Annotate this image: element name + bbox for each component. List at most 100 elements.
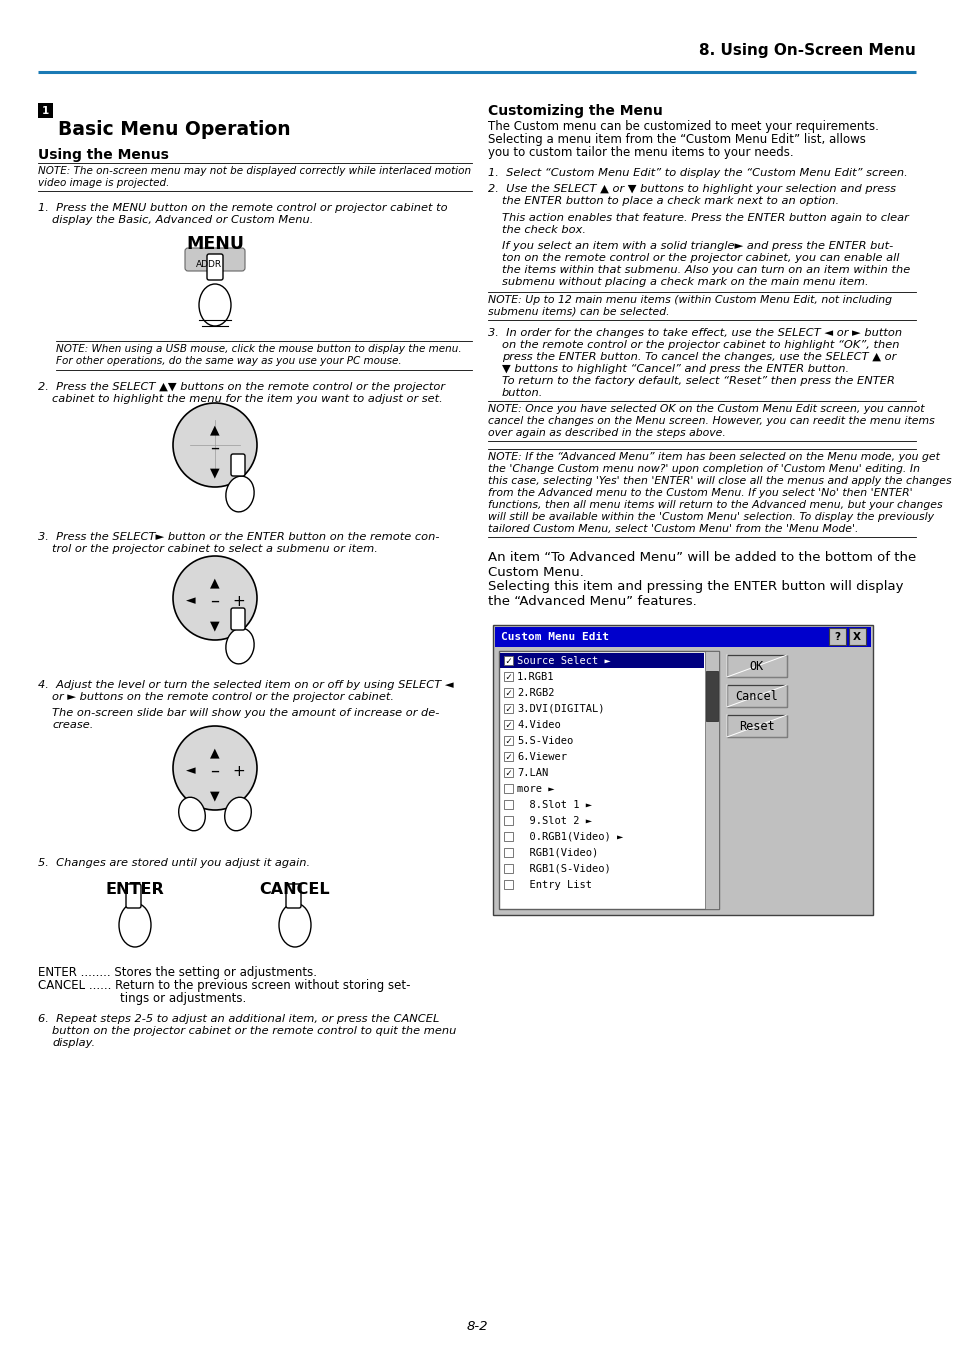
Text: functions, then all menu items will return to the Advanced menu, but your change: functions, then all menu items will retu… [488, 500, 942, 510]
Text: An item “To Advanced Menu” will be added to the bottom of the: An item “To Advanced Menu” will be added… [488, 551, 915, 563]
Text: NOTE: Once you have selected OK on the Custom Menu Edit screen, you cannot: NOTE: Once you have selected OK on the C… [488, 404, 923, 414]
Bar [503, 656, 513, 665]
Text: this case, selecting 'Yes' then 'ENTER' will close all the menus and apply the c: this case, selecting 'Yes' then 'ENTER' … [488, 476, 951, 487]
Text: ✓: ✓ [505, 720, 511, 729]
Bar [499, 652, 703, 669]
Bar [503, 673, 513, 681]
Bar [503, 768, 513, 776]
Text: tings or adjustments.: tings or adjustments. [120, 992, 246, 1006]
Text: ✓: ✓ [505, 704, 511, 713]
Text: 1: 1 [42, 105, 49, 116]
Ellipse shape [119, 903, 151, 948]
Text: Custom Menu Edit: Custom Menu Edit [500, 632, 608, 642]
Text: cancel the changes on the Menu screen. However, you can reedit the menu items: cancel the changes on the Menu screen. H… [488, 417, 934, 426]
Bar [704, 651, 719, 909]
Text: video image is projected.: video image is projected. [38, 178, 170, 187]
Text: more ►: more ► [517, 783, 554, 794]
Text: Basic Menu Operation: Basic Menu Operation [58, 120, 291, 139]
Text: –: – [211, 762, 219, 780]
Text: ▲: ▲ [210, 423, 219, 435]
Text: This action enables that feature. Press the ENTER button again to clear: This action enables that feature. Press … [501, 213, 908, 222]
Text: OK: OK [749, 659, 763, 673]
Text: 3.  Press the SELECT► button or the ENTER button on the remote con-: 3. Press the SELECT► button or the ENTER… [38, 532, 439, 542]
Text: For other operations, do the same way as you use your PC mouse.: For other operations, do the same way as… [56, 356, 401, 367]
Ellipse shape [178, 797, 205, 830]
Text: ENTER ........ Stores the setting or adjustments.: ENTER ........ Stores the setting or adj… [38, 967, 316, 979]
Ellipse shape [199, 284, 231, 326]
Circle shape [172, 403, 256, 487]
Bar [503, 752, 513, 762]
Text: CANCEL: CANCEL [259, 882, 330, 896]
Circle shape [172, 555, 256, 640]
Text: +: + [233, 593, 245, 608]
Text: Custom Menu.: Custom Menu. [488, 566, 583, 580]
Text: CANCEL ...... Return to the previous screen without storing set-: CANCEL ...... Return to the previous scr… [38, 979, 410, 992]
Text: ▼ buttons to highlight “Cancel” and press the ENTER button.: ▼ buttons to highlight “Cancel” and pres… [501, 364, 848, 373]
Bar [503, 816, 513, 825]
Text: button.: button. [501, 388, 543, 398]
Text: ▼: ▼ [210, 619, 219, 632]
Bar [848, 628, 865, 644]
Ellipse shape [225, 797, 251, 830]
Ellipse shape [278, 903, 311, 948]
Text: trol or the projector cabinet to select a submenu or item.: trol or the projector cabinet to select … [52, 545, 377, 554]
Text: ✓: ✓ [505, 736, 511, 745]
Text: The Custom menu can be customized to meet your requirements.: The Custom menu can be customized to mee… [488, 120, 878, 133]
Text: ?: ? [833, 632, 840, 642]
Bar [503, 864, 513, 874]
Text: ✓: ✓ [505, 767, 511, 778]
Text: ✓: ✓ [505, 751, 511, 762]
Text: 3.  In order for the changes to take effect, use the SELECT ◄ or ► button: 3. In order for the changes to take effe… [488, 328, 902, 338]
Text: ▲: ▲ [210, 745, 219, 759]
Text: from the Advanced menu to the Custom Menu. If you select 'No' then 'ENTER': from the Advanced menu to the Custom Men… [488, 488, 912, 497]
Text: 8.Slot 1 ►: 8.Slot 1 ► [517, 799, 592, 810]
Text: NOTE: The on-screen menu may not be displayed correctly while interlaced motion: NOTE: The on-screen menu may not be disp… [38, 166, 471, 177]
Bar [503, 832, 513, 841]
Text: ◄: ◄ [186, 594, 195, 608]
Text: RGB1(Video): RGB1(Video) [517, 848, 598, 857]
Circle shape [172, 727, 256, 810]
Text: will still be available within the 'Custom Menu' selection. To display the previ: will still be available within the 'Cust… [488, 512, 933, 522]
Text: the ENTER button to place a check mark next to an option.: the ENTER button to place a check mark n… [501, 195, 839, 206]
Text: Selecting this item and pressing the ENTER button will display: Selecting this item and pressing the ENT… [488, 580, 902, 593]
Bar [38, 102, 53, 119]
Bar [503, 880, 513, 888]
Text: Cancel: Cancel [735, 689, 778, 702]
FancyBboxPatch shape [207, 253, 223, 280]
Text: ton on the remote control or the projector cabinet, you can enable all: ton on the remote control or the project… [501, 253, 899, 263]
Text: 1.RGB1: 1.RGB1 [517, 671, 554, 682]
Text: 6.Viewer: 6.Viewer [517, 751, 566, 762]
Text: the items within that submenu. Also you can turn on an item within the: the items within that submenu. Also you … [501, 266, 909, 275]
FancyBboxPatch shape [185, 248, 245, 271]
Text: ◄: ◄ [186, 764, 195, 778]
Text: Using the Menus: Using the Menus [38, 148, 169, 162]
Ellipse shape [226, 628, 253, 665]
Bar [828, 628, 845, 644]
Text: NOTE: When using a USB mouse, click the mouse button to display the menu.: NOTE: When using a USB mouse, click the … [56, 344, 461, 355]
Bar [503, 848, 513, 857]
Text: tailored Custom Menu, select 'Custom Menu' from the 'Menu Mode'.: tailored Custom Menu, select 'Custom Men… [488, 524, 858, 534]
Text: If you select an item with a solid triangle► and press the ENTER but-: If you select an item with a solid trian… [501, 241, 892, 251]
Text: To return to the factory default, select “Reset” then press the ENTER: To return to the factory default, select… [501, 376, 894, 386]
FancyBboxPatch shape [286, 884, 301, 909]
Text: Source Select ►: Source Select ► [517, 655, 610, 666]
Text: 8. Using On-Screen Menu: 8. Using On-Screen Menu [699, 43, 915, 58]
Text: ▼: ▼ [210, 466, 219, 479]
Text: 3.DVI(DIGITAL): 3.DVI(DIGITAL) [517, 704, 604, 713]
Text: 5.  Changes are stored until you adjust it again.: 5. Changes are stored until you adjust i… [38, 857, 310, 868]
Text: ENTER: ENTER [106, 882, 164, 896]
Text: you to custom tailor the menu items to your needs.: you to custom tailor the menu items to y… [488, 146, 793, 159]
Bar [493, 625, 872, 915]
Text: 1.  Select “Custom Menu Edit” to display the “Custom Menu Edit” screen.: 1. Select “Custom Menu Edit” to display … [488, 168, 907, 178]
Text: ✓: ✓ [505, 655, 511, 666]
Text: crease.: crease. [52, 720, 93, 731]
Text: display the Basic, Advanced or Custom Menu.: display the Basic, Advanced or Custom Me… [52, 214, 313, 225]
Text: the “Advanced Menu” features.: the “Advanced Menu” features. [488, 594, 696, 608]
Bar [726, 685, 786, 706]
Text: MENU: MENU [186, 235, 244, 253]
Text: Customizing the Menu: Customizing the Menu [488, 104, 662, 119]
Bar [503, 799, 513, 809]
Text: RGB1(S-Video): RGB1(S-Video) [517, 864, 610, 874]
Text: ADDR: ADDR [195, 260, 222, 270]
Text: 2.RGB2: 2.RGB2 [517, 687, 554, 697]
